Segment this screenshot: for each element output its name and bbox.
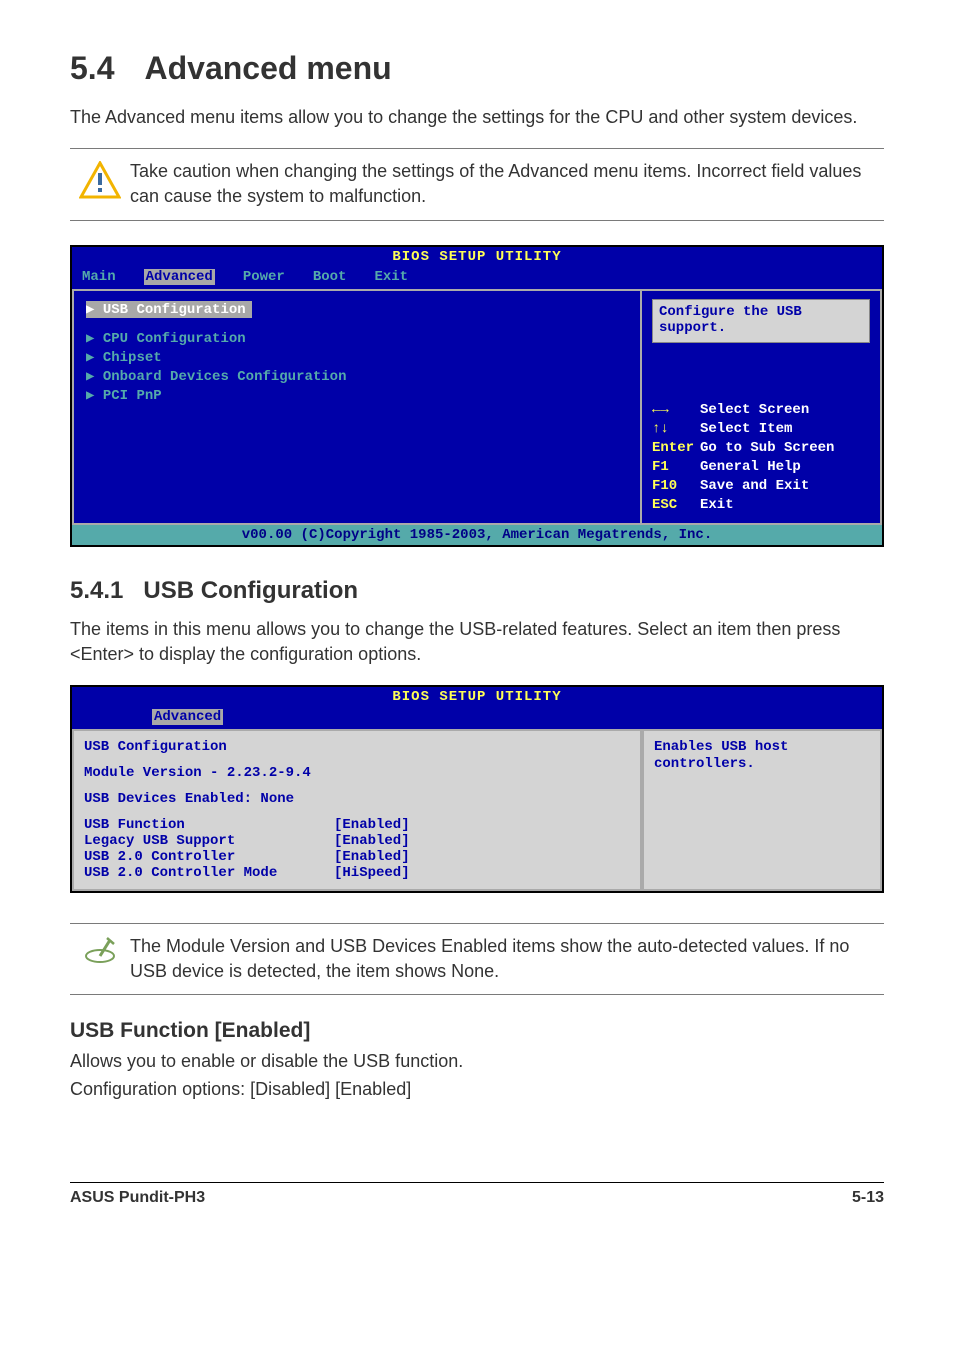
bios2-item-panel: USB Configuration Module Version - 2.23.…	[72, 729, 642, 891]
section-number: 5.4	[70, 50, 114, 86]
note-text: The Module Version and USB Devices Enabl…	[130, 934, 884, 984]
bios2-tab-advanced: Advanced	[152, 709, 223, 725]
bios-usb-config-screenshot: BIOS SETUP UTILITY Advanced USB Configur…	[70, 685, 884, 893]
bios-advanced-screenshot: BIOS SETUP UTILITY Main Advanced Power B…	[70, 245, 884, 547]
bios2-tab-bar: Advanced	[72, 707, 882, 729]
section-intro: The Advanced menu items allow you to cha…	[70, 105, 884, 130]
bios-item-onboard: ▶ Onboard Devices Configuration	[86, 368, 628, 385]
usb-function-desc: Allows you to enable or disable the USB …	[70, 1049, 884, 1074]
usb-function-heading: USB Function [Enabled]	[70, 1019, 884, 1043]
caution-icon	[70, 159, 130, 199]
bios-item-list: ▶ USB Configuration ▶ CPU Configuration …	[72, 289, 642, 525]
bios2-row-usb20-mode: USB 2.0 Controller Mode[HiSpeed]	[84, 865, 630, 881]
bios-help-panel: Configure the USB support. ←→Select Scre…	[642, 289, 882, 525]
bios-item-cpu-config: ▶ CPU Configuration	[86, 330, 628, 347]
bios2-body: USB Configuration Module Version - 2.23.…	[72, 729, 882, 891]
bios-tab-advanced: Advanced	[144, 269, 215, 285]
bios-tab-main: Main	[82, 269, 116, 285]
bios-item-usb-config: ▶ USB Configuration	[86, 301, 628, 320]
bios2-row-usb-function: USB Function[Enabled]	[84, 817, 630, 833]
footer-product: ASUS Pundit-PH3	[70, 1189, 205, 1207]
section-heading: Advanced menu	[144, 50, 391, 86]
subsection-number: 5.4.1	[70, 577, 123, 604]
bios-item-pci-pnp: ▶ PCI PnP	[86, 387, 628, 404]
bios2-row-usb20: USB 2.0 Controller[Enabled]	[84, 849, 630, 865]
bios-tab-boot: Boot	[313, 269, 347, 285]
bios-tab-bar: Main Advanced Power Boot Exit	[72, 267, 882, 289]
subsection-heading: USB Configuration	[143, 577, 358, 604]
subsection-title: 5.4.1 USB Configuration	[70, 577, 884, 605]
section-title: 5.4 Advanced menu	[70, 50, 884, 87]
bios-copyright: v00.00 (C)Copyright 1985-2003, American …	[72, 525, 882, 545]
bios-title: BIOS SETUP UTILITY	[72, 247, 882, 267]
bios-item-chipset: ▶ Chipset	[86, 349, 628, 366]
note-callout: The Module Version and USB Devices Enabl…	[70, 923, 884, 995]
bios-tab-power: Power	[243, 269, 285, 285]
footer-page-number: 5-13	[852, 1189, 884, 1207]
bios2-header: USB Configuration	[84, 739, 630, 755]
bios2-module-version: Module Version - 2.23.2-9.4	[84, 765, 630, 781]
usb-function-options: Configuration options: [Disabled] [Enabl…	[70, 1077, 884, 1102]
bios2-devices-enabled: USB Devices Enabled: None	[84, 791, 630, 807]
subsection-intro: The items in this menu allows you to cha…	[70, 617, 884, 667]
note-icon	[70, 934, 130, 970]
caution-callout: Take caution when changing the settings …	[70, 148, 884, 220]
bios2-help-text: Enables USB host controllers.	[654, 739, 870, 773]
caution-text: Take caution when changing the settings …	[130, 159, 884, 209]
bios2-help-panel: Enables USB host controllers.	[642, 729, 882, 891]
bios2-row-legacy-usb: Legacy USB Support[Enabled]	[84, 833, 630, 849]
page-footer: ASUS Pundit-PH3 5-13	[70, 1182, 884, 1207]
bios-help-text: Configure the USB support.	[652, 299, 870, 343]
bios-body: ▶ USB Configuration ▶ CPU Configuration …	[72, 289, 882, 525]
bios-tab-exit: Exit	[374, 269, 408, 285]
bios-key-legend: ←→Select Screen ↑↓Select Item EnterGo to…	[652, 401, 870, 514]
bios2-title: BIOS SETUP UTILITY	[72, 687, 882, 707]
